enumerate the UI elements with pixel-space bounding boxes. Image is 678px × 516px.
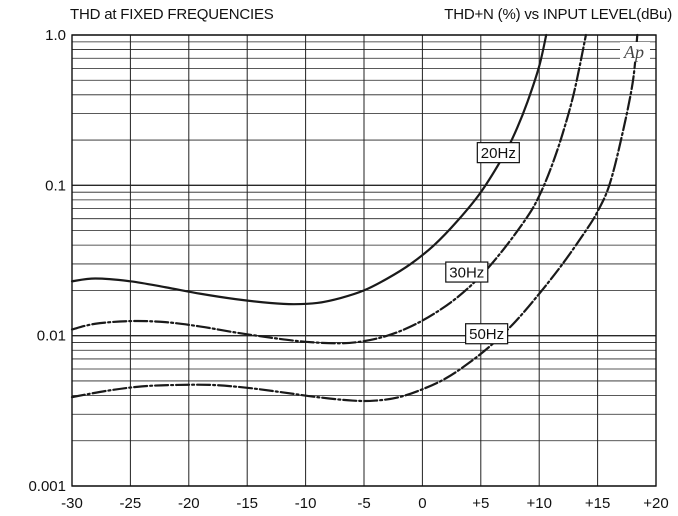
x-tick-label: +15 <box>585 495 610 512</box>
ap-watermark: Ap <box>623 42 644 62</box>
x-tick-label: -15 <box>236 495 258 512</box>
series-label: 30Hz <box>449 265 484 282</box>
x-tick-label: +20 <box>643 495 668 512</box>
x-tick-label: -10 <box>295 495 317 512</box>
series-line-50hz <box>72 35 637 401</box>
x-tick-label: -25 <box>120 495 142 512</box>
x-tick-label: +10 <box>526 495 551 512</box>
y-tick-label: 0.01 <box>37 328 66 345</box>
x-tick-label: -5 <box>357 495 370 512</box>
y-tick-label: 1.0 <box>45 27 66 44</box>
series-line-30hz <box>72 35 586 343</box>
x-tick-label: +5 <box>472 495 489 512</box>
y-tick-label: 0.1 <box>45 177 66 194</box>
series-layer <box>72 35 637 401</box>
grid-layer <box>72 35 656 486</box>
x-tick-label: 0 <box>418 495 426 512</box>
x-tick-label: -30 <box>61 495 83 512</box>
series-label: 50Hz <box>469 326 504 343</box>
y-tick-label: 0.001 <box>28 478 66 495</box>
series-label: 20Hz <box>481 145 516 162</box>
x-tick-label: -20 <box>178 495 200 512</box>
